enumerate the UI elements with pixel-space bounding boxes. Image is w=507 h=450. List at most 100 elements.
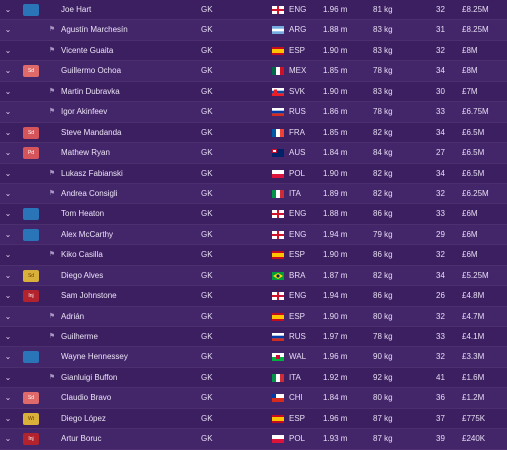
- player-name[interactable]: Vicente Guaita: [61, 45, 114, 55]
- player-nationality: ITA: [289, 188, 301, 198]
- player-name[interactable]: Igor Akinfeev: [61, 107, 108, 117]
- player-value: £240K: [462, 434, 486, 444]
- status-badge: [23, 208, 39, 221]
- player-name[interactable]: Joe Hart: [61, 5, 92, 14]
- player-name[interactable]: Diego López: [61, 413, 106, 423]
- player-value: £6.5M: [462, 148, 485, 158]
- player-row[interactable]: ⌄ ⚑ Igor Akinfeev GK RUS 1.86 m 78 kg 33…: [0, 102, 507, 123]
- player-name[interactable]: Tom Heaton: [61, 209, 105, 219]
- player-row[interactable]: ⌄ ⚑ Andrea Consigli GK ITA 1.89 m 82 kg …: [0, 183, 507, 205]
- chevron-down-icon[interactable]: ⌄: [4, 127, 12, 137]
- player-height: 1.88 m: [323, 25, 348, 35]
- player-position: GK: [201, 25, 213, 35]
- player-nationality: FRA: [289, 127, 305, 137]
- pin-icon[interactable]: ⚑: [48, 189, 56, 197]
- status-badge: Sd: [23, 392, 39, 405]
- player-row[interactable]: ⌄ Pd ⚑ Mathew Ryan GK AUS 1.84 m 84 kg 2…: [0, 143, 507, 164]
- player-position: GK: [201, 413, 213, 423]
- player-row[interactable]: ⌄ ⚑ Agustín Marchesín GK ARG 1.88 m 83 k…: [0, 20, 507, 41]
- chevron-down-icon[interactable]: ⌄: [4, 66, 12, 76]
- player-row[interactable]: ⌄ Inj ⚑ Artur Boruc GK POL 1.93 m 87 kg …: [0, 429, 507, 450]
- flag-icon: [272, 394, 284, 403]
- player-row[interactable]: ⌄ ⚑ Gianluigi Buffon GK ITA 1.92 m 92 kg…: [0, 368, 507, 389]
- player-name[interactable]: Guilherme: [61, 332, 98, 341]
- player-name[interactable]: Diego Alves: [61, 270, 104, 280]
- player-nationality: ITA: [289, 372, 301, 382]
- player-nationality: ENG: [289, 291, 307, 301]
- chevron-down-icon[interactable]: ⌄: [4, 434, 12, 444]
- player-row[interactable]: ⌄ ⚑ Vicente Guaita GK ESP 1.90 m 83 kg 3…: [0, 41, 507, 62]
- player-name[interactable]: Guillermo Ochoa: [61, 66, 122, 76]
- chevron-down-icon[interactable]: ⌄: [4, 352, 12, 362]
- player-row[interactable]: ⌄ ⚑ Kiko Casilla GK ESP 1.90 m 86 kg 32 …: [0, 245, 507, 266]
- player-row[interactable]: ⌄ ⚑ Adrián GK ESP 1.90 m 80 kg 32 £4.7M: [0, 306, 507, 327]
- player-name[interactable]: Steve Mandanda: [61, 127, 122, 137]
- chevron-down-icon[interactable]: ⌄: [4, 168, 12, 178]
- player-row[interactable]: ⌄ Sd ⚑ Steve Mandanda GK FRA 1.85 m 82 k…: [0, 123, 507, 144]
- player-value: £6.75M: [462, 107, 489, 117]
- player-name[interactable]: Agustín Marchesín: [61, 25, 128, 35]
- player-row[interactable]: ⌄ ⚑ Joe Hart GK ENG 1.96 m 81 kg 32 £8.2…: [0, 0, 507, 21]
- chevron-down-icon[interactable]: ⌄: [4, 311, 12, 321]
- chevron-down-icon[interactable]: ⌄: [4, 209, 12, 219]
- player-row[interactable]: ⌄ ⚑ Alex McCarthy GK ENG 1.94 m 79 kg 29…: [0, 224, 507, 246]
- chevron-down-icon[interactable]: ⌄: [4, 25, 12, 35]
- flag-icon: [272, 169, 284, 178]
- player-row[interactable]: ⌄ Wt ⚑ Diego López GK ESP 1.96 m 87 kg 3…: [0, 409, 507, 430]
- pin-icon[interactable]: ⚑: [48, 26, 56, 34]
- player-weight: 81 kg: [373, 5, 393, 14]
- chevron-down-icon[interactable]: ⌄: [4, 188, 12, 198]
- player-name[interactable]: Claudio Bravo: [61, 393, 112, 403]
- player-name[interactable]: Kiko Casilla: [61, 250, 103, 260]
- player-nationality: ENG: [289, 229, 307, 239]
- chevron-down-icon[interactable]: ⌄: [4, 332, 12, 341]
- player-name[interactable]: Adrián: [61, 311, 85, 321]
- player-position: GK: [201, 270, 213, 280]
- pin-icon[interactable]: ⚑: [48, 312, 56, 320]
- player-age: 30: [436, 86, 445, 96]
- player-height: 1.84 m: [323, 393, 348, 403]
- player-name[interactable]: Sam Johnstone: [61, 291, 117, 301]
- player-row[interactable]: ⌄ ⚑ Tom Heaton GK ENG 1.88 m 86 kg 33 £6…: [0, 204, 507, 225]
- player-height: 1.85 m: [323, 127, 348, 137]
- pin-icon[interactable]: ⚑: [48, 46, 56, 54]
- player-row[interactable]: ⌄ Sd ⚑ Diego Alves GK BRA 1.87 m 82 kg 3…: [0, 265, 507, 287]
- chevron-down-icon[interactable]: ⌄: [4, 291, 12, 301]
- chevron-down-icon[interactable]: ⌄: [4, 393, 12, 403]
- chevron-down-icon[interactable]: ⌄: [4, 5, 12, 14]
- player-name[interactable]: Alex McCarthy: [61, 229, 114, 239]
- pin-icon[interactable]: ⚑: [48, 108, 56, 116]
- player-row[interactable]: ⌄ Sd ⚑ Guillermo Ochoa GK MEX 1.85 m 78 …: [0, 61, 507, 82]
- player-position: GK: [201, 188, 213, 198]
- chevron-down-icon[interactable]: ⌄: [4, 372, 12, 382]
- player-row[interactable]: ⌄ Sd ⚑ Claudio Bravo GK CHI 1.84 m 80 kg…: [0, 388, 507, 409]
- chevron-down-icon[interactable]: ⌄: [4, 250, 12, 260]
- chevron-down-icon[interactable]: ⌄: [4, 229, 12, 239]
- player-row[interactable]: ⌄ ⚑ Martin Dubravka GK SVK 1.90 m 83 kg …: [0, 82, 507, 103]
- player-row[interactable]: ⌄ ⚑ Lukasz Fabianski GK POL 1.90 m 82 kg…: [0, 164, 507, 184]
- chevron-down-icon[interactable]: ⌄: [4, 270, 12, 280]
- player-row[interactable]: ⌄ ⚑ Guilherme GK RUS 1.97 m 78 kg 33 £4.…: [0, 327, 507, 348]
- chevron-down-icon[interactable]: ⌄: [4, 107, 12, 117]
- player-row[interactable]: ⌄ ⚑ Wayne Hennessey GK WAL 1.96 m 90 kg …: [0, 347, 507, 368]
- pin-icon[interactable]: ⚑: [48, 87, 56, 95]
- flag-icon: [272, 271, 284, 280]
- chevron-down-icon[interactable]: ⌄: [4, 148, 12, 158]
- player-row[interactable]: ⌄ Inj ⚑ Sam Johnstone GK ENG 1.94 m 86 k…: [0, 286, 507, 307]
- player-name[interactable]: Lukasz Fabianski: [61, 168, 123, 178]
- pin-icon[interactable]: ⚑: [48, 333, 56, 340]
- player-age: 33: [436, 209, 445, 219]
- pin-icon[interactable]: ⚑: [48, 373, 56, 381]
- status-badge: Wt: [23, 412, 39, 425]
- player-name[interactable]: Martin Dubravka: [61, 86, 120, 96]
- chevron-down-icon[interactable]: ⌄: [4, 413, 12, 423]
- player-name[interactable]: Artur Boruc: [61, 434, 102, 444]
- pin-icon[interactable]: ⚑: [48, 251, 56, 259]
- pin-icon[interactable]: ⚑: [48, 169, 56, 177]
- chevron-down-icon[interactable]: ⌄: [4, 45, 12, 55]
- player-name[interactable]: Gianluigi Buffon: [61, 372, 118, 382]
- player-name[interactable]: Wayne Hennessey: [61, 352, 128, 362]
- player-name[interactable]: Andrea Consigli: [61, 188, 118, 198]
- chevron-down-icon[interactable]: ⌄: [4, 86, 12, 96]
- player-name[interactable]: Mathew Ryan: [61, 148, 110, 158]
